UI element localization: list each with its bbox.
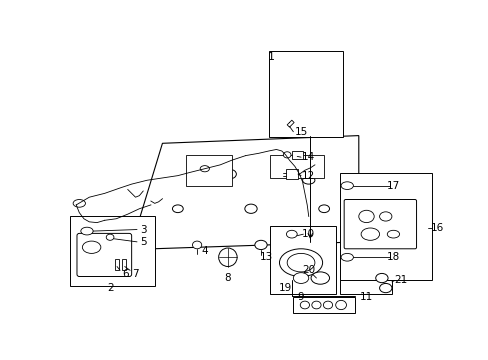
Ellipse shape	[379, 212, 391, 221]
Text: 1: 1	[267, 52, 274, 62]
Ellipse shape	[244, 204, 257, 213]
Text: 14: 14	[302, 152, 315, 162]
Bar	[185, 155, 231, 186]
Ellipse shape	[302, 176, 314, 184]
Text: 20: 20	[302, 265, 315, 275]
Ellipse shape	[200, 166, 209, 172]
Text: 2: 2	[106, 283, 113, 293]
Ellipse shape	[379, 283, 391, 293]
Ellipse shape	[311, 301, 321, 309]
Ellipse shape	[218, 248, 237, 266]
Ellipse shape	[341, 182, 353, 189]
Text: 6: 6	[122, 269, 128, 279]
Bar	[291, 151, 302, 159]
Text: 16: 16	[430, 223, 443, 233]
Ellipse shape	[106, 234, 114, 240]
Ellipse shape	[82, 241, 101, 253]
Ellipse shape	[286, 230, 297, 238]
Ellipse shape	[300, 301, 309, 309]
Text: 11: 11	[359, 292, 372, 302]
Text: 7: 7	[132, 269, 139, 279]
Text: 15: 15	[294, 127, 307, 137]
Ellipse shape	[358, 210, 373, 222]
Bar	[339, 226, 391, 294]
Text: 8: 8	[224, 273, 231, 283]
Ellipse shape	[375, 274, 387, 283]
Bar	[293, 297, 354, 313]
Ellipse shape	[192, 241, 202, 249]
Bar	[285, 169, 297, 179]
Bar	[70, 216, 154, 286]
Ellipse shape	[254, 240, 266, 249]
Ellipse shape	[360, 228, 379, 240]
Ellipse shape	[224, 170, 236, 179]
Bar	[122, 259, 126, 270]
FancyBboxPatch shape	[344, 199, 416, 249]
Ellipse shape	[350, 236, 366, 248]
Text: 4: 4	[201, 246, 208, 256]
Ellipse shape	[335, 300, 346, 310]
Ellipse shape	[386, 230, 399, 238]
Text: 13: 13	[259, 252, 272, 262]
Bar	[115, 259, 119, 270]
Text: 12: 12	[302, 171, 315, 181]
Ellipse shape	[293, 273, 308, 283]
Ellipse shape	[172, 205, 183, 213]
Ellipse shape	[73, 199, 85, 207]
Bar	[270, 155, 324, 178]
Ellipse shape	[279, 249, 322, 276]
Bar	[339, 172, 431, 280]
Text: 21: 21	[394, 275, 407, 285]
Text: 10: 10	[302, 229, 315, 239]
Ellipse shape	[341, 253, 353, 261]
Ellipse shape	[286, 253, 314, 272]
Ellipse shape	[318, 205, 329, 213]
FancyBboxPatch shape	[77, 233, 131, 276]
Ellipse shape	[271, 125, 281, 131]
Ellipse shape	[310, 272, 329, 284]
Text: 18: 18	[386, 252, 399, 262]
Ellipse shape	[283, 152, 290, 158]
Ellipse shape	[323, 301, 332, 309]
Ellipse shape	[81, 227, 93, 235]
Text: 9: 9	[297, 292, 304, 302]
Text: 19: 19	[279, 283, 292, 293]
Text: 3: 3	[140, 225, 146, 235]
Polygon shape	[130, 136, 358, 249]
Text: 5: 5	[140, 237, 146, 247]
Ellipse shape	[356, 256, 368, 265]
Text: 17: 17	[386, 181, 399, 191]
Bar	[270, 226, 335, 294]
Bar	[268, 51, 343, 137]
